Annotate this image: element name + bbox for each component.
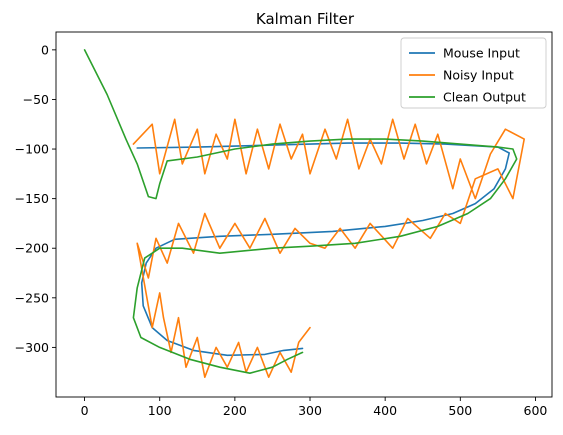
y-tick-label: 0 [41, 42, 49, 57]
legend: Mouse Input Noisy Input Clean Output [400, 37, 547, 109]
axes-frame [55, 31, 553, 398]
y-tick-label: −300 [15, 340, 49, 355]
y-tick-label: −250 [15, 290, 49, 305]
legend-box [400, 37, 547, 109]
plot-area [83, 49, 525, 378]
x-tick-label: 100 [148, 403, 172, 418]
x-tick-label: 0 [81, 403, 89, 418]
y-tick-label: −100 [15, 142, 49, 157]
series-line-clean-output [83, 49, 518, 374]
x-tick-label: 400 [373, 403, 397, 418]
x-tick-label: 600 [524, 403, 548, 418]
legend-label: Noisy Input [443, 68, 514, 83]
x-axis: 0 100 200 300 400 500 600 [81, 397, 548, 418]
legend-label: Mouse Input [443, 46, 520, 61]
chart-title: Kalman Filter [256, 10, 355, 28]
x-tick-label: 300 [298, 403, 322, 418]
legend-label: Clean Output [443, 90, 526, 105]
y-tick-label: −200 [15, 241, 49, 256]
y-tick-label: −150 [15, 191, 49, 206]
x-tick-label: 200 [223, 403, 247, 418]
y-axis: 0 −50 −100 −150 −200 −250 −300 [15, 42, 56, 355]
y-tick-label: −50 [23, 92, 49, 107]
x-tick-label: 500 [448, 403, 472, 418]
series-line-mouse-input [136, 142, 510, 357]
